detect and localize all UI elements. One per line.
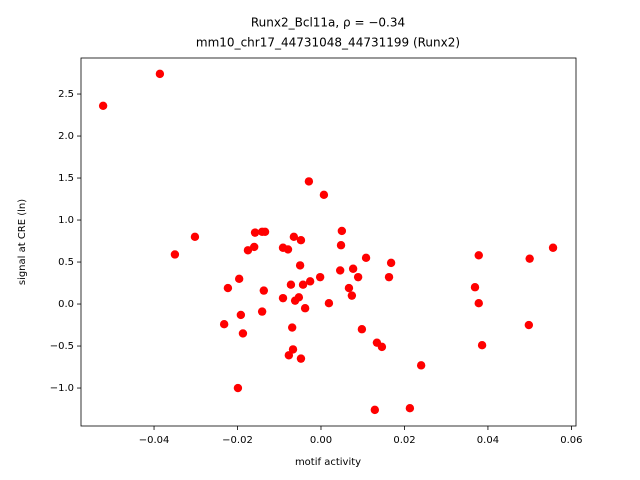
point	[319, 190, 329, 200]
point	[548, 243, 558, 252]
point	[361, 253, 371, 263]
y-tick-label: −0.5	[50, 341, 74, 352]
point	[236, 310, 246, 320]
point	[257, 307, 267, 316]
x-tick-label: 0.06	[560, 435, 582, 446]
point	[259, 286, 269, 295]
point	[337, 226, 347, 236]
point	[315, 272, 325, 282]
plot-frame	[80, 57, 577, 427]
point	[295, 261, 305, 270]
x-tick-label: 0.02	[393, 435, 415, 446]
point	[250, 228, 260, 237]
point	[305, 277, 315, 286]
point	[377, 342, 387, 352]
x-tick-label: 0.04	[477, 435, 499, 446]
point	[525, 254, 534, 263]
point	[336, 241, 346, 250]
point	[260, 227, 270, 236]
y-tick-label: 0.0	[58, 299, 74, 310]
y-tick-label: 2.5	[58, 89, 74, 100]
point	[347, 291, 357, 300]
point	[474, 251, 483, 260]
y-tick-label: 2.0	[58, 131, 74, 142]
point	[524, 320, 534, 330]
point	[296, 235, 306, 245]
x-tick-label: −0.02	[222, 435, 253, 446]
point	[219, 319, 229, 329]
point	[287, 323, 297, 332]
x-tick-label: 0.00	[310, 435, 332, 446]
point	[384, 272, 394, 282]
point	[353, 272, 363, 282]
point	[298, 280, 308, 289]
point	[284, 351, 294, 360]
point	[324, 298, 334, 308]
point	[278, 293, 288, 303]
point	[344, 283, 354, 293]
point	[288, 345, 298, 354]
point	[238, 329, 248, 338]
point	[370, 405, 380, 415]
point	[474, 298, 483, 308]
x-tick-label: −0.04	[139, 435, 170, 446]
point	[386, 258, 396, 268]
point	[234, 274, 244, 284]
x-axis-label: motif activity	[295, 457, 361, 468]
point	[98, 101, 108, 110]
point	[405, 403, 415, 413]
point	[357, 325, 367, 334]
point	[170, 250, 180, 259]
y-tick-label: 1.0	[58, 215, 74, 226]
point	[286, 280, 296, 289]
point	[155, 69, 165, 79]
y-tick-label: −1.0	[50, 383, 74, 394]
point	[190, 232, 200, 242]
point	[250, 242, 259, 252]
point	[416, 361, 426, 370]
point	[294, 293, 304, 302]
point	[289, 232, 299, 242]
y-axis-label: signal at CRE (ln)	[17, 199, 28, 285]
point	[300, 304, 310, 313]
y-tick-label: 0.5	[58, 257, 74, 268]
point	[348, 264, 358, 273]
point	[470, 283, 480, 292]
point	[477, 340, 487, 350]
point	[233, 383, 243, 393]
point	[223, 283, 233, 293]
point	[304, 177, 314, 186]
y-tick-label: 1.5	[58, 173, 74, 184]
point	[335, 266, 345, 275]
chart-subtitle: mm10_chr17_44731048_44731199 (Runx2)	[196, 36, 460, 50]
point	[283, 245, 293, 254]
point	[296, 354, 306, 363]
chart-title: Runx2_Bcl11a, ρ = −0.34	[251, 16, 405, 30]
point	[243, 246, 253, 255]
